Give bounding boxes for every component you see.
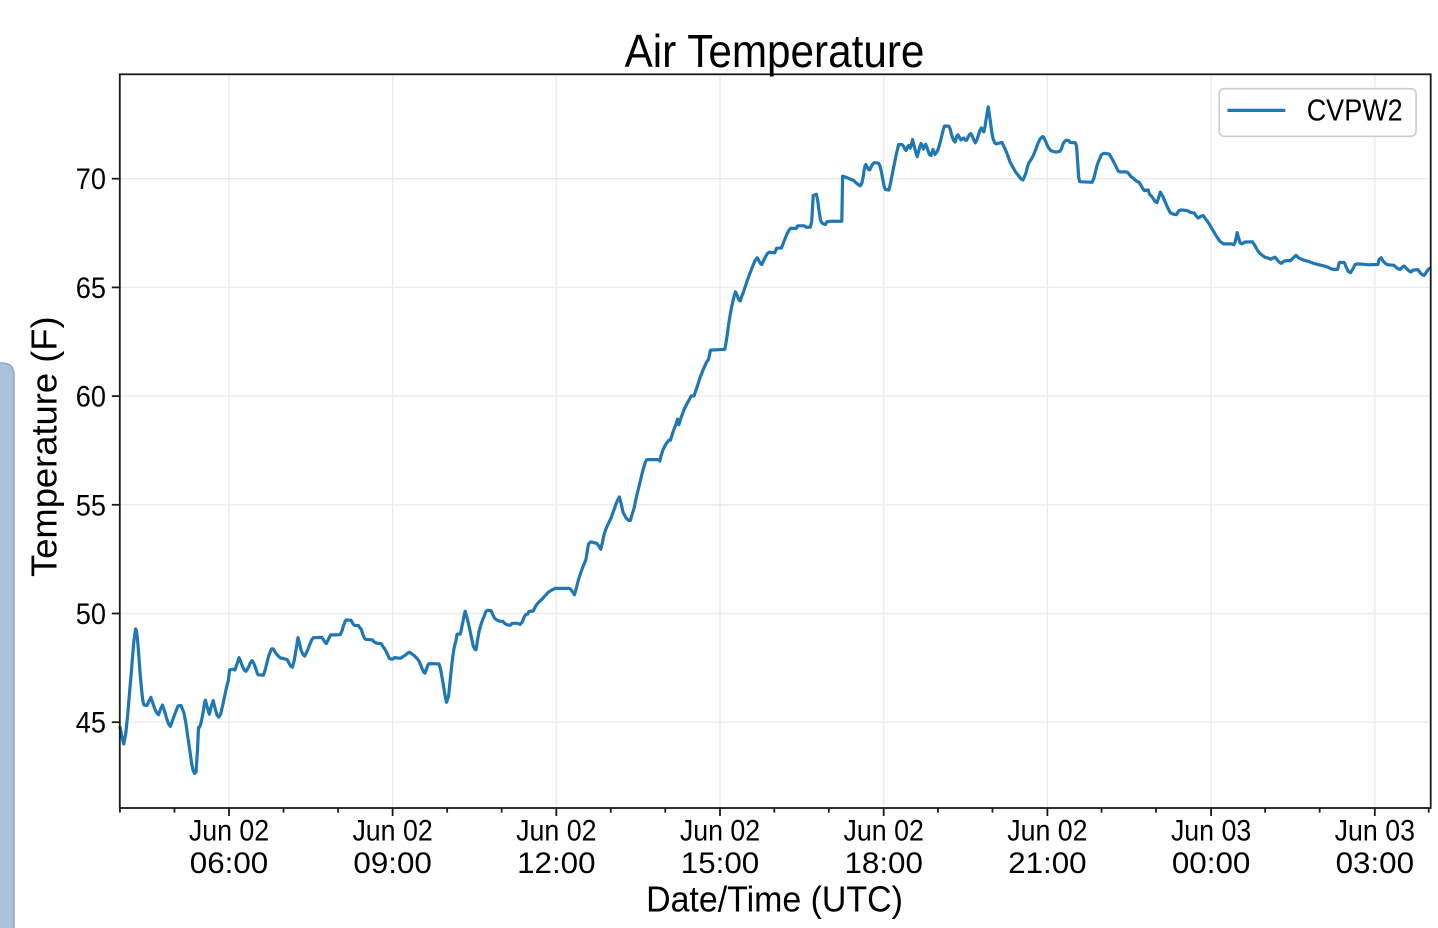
svg-text:Jun 02: Jun 02: [189, 815, 269, 848]
svg-text:50: 50: [76, 598, 106, 631]
svg-text:21:00: 21:00: [1008, 847, 1086, 880]
svg-text:Jun 02: Jun 02: [352, 815, 432, 848]
svg-text:Jun 03: Jun 03: [1171, 815, 1251, 848]
svg-text:Jun 02: Jun 02: [844, 815, 924, 848]
svg-text:Temperature (F): Temperature (F): [24, 316, 65, 577]
svg-text:CVPW2: CVPW2: [1307, 93, 1403, 127]
svg-text:06:00: 06:00: [190, 847, 268, 880]
svg-text:Jun 02: Jun 02: [680, 815, 760, 848]
svg-text:03:00: 03:00: [1336, 847, 1414, 880]
svg-text:Jun 02: Jun 02: [1007, 815, 1087, 848]
svg-text:00:00: 00:00: [1172, 847, 1250, 880]
svg-text:Jun 03: Jun 03: [1335, 815, 1415, 848]
svg-text:18:00: 18:00: [845, 847, 923, 880]
svg-text:Air Temperature: Air Temperature: [625, 25, 925, 77]
svg-text:Date/Time (UTC): Date/Time (UTC): [646, 879, 903, 920]
svg-text:65: 65: [76, 272, 106, 305]
svg-text:60: 60: [76, 381, 106, 414]
svg-text:15:00: 15:00: [681, 847, 759, 880]
svg-text:70: 70: [76, 163, 106, 196]
svg-text:09:00: 09:00: [353, 847, 431, 880]
svg-text:45: 45: [76, 707, 106, 740]
svg-text:55: 55: [76, 489, 106, 522]
svg-text:12:00: 12:00: [517, 847, 595, 880]
svg-text:Jun 02: Jun 02: [516, 815, 596, 848]
